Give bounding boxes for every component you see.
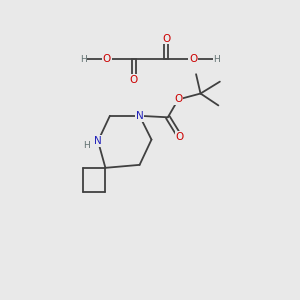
Text: O: O: [130, 75, 138, 85]
Text: H: H: [80, 55, 86, 64]
Text: O: O: [103, 54, 111, 64]
Text: O: O: [189, 54, 197, 64]
Text: H: H: [214, 55, 220, 64]
Text: N: N: [94, 136, 102, 146]
Text: O: O: [174, 94, 182, 104]
Text: H: H: [83, 141, 90, 150]
Text: O: O: [162, 34, 170, 44]
Text: O: O: [176, 132, 184, 142]
Text: N: N: [136, 111, 143, 121]
